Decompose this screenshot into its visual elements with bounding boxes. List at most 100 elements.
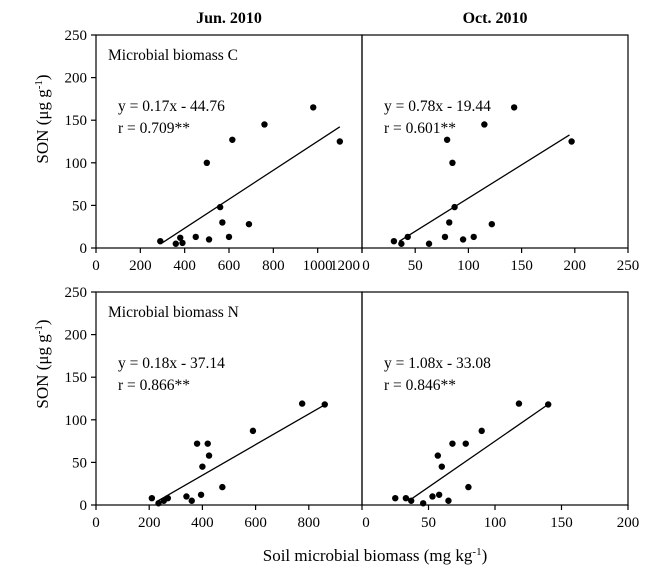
data-point	[515, 400, 523, 407]
data-point	[425, 240, 433, 247]
regression-equation: y = 0.78x - 19.44	[384, 98, 491, 115]
data-point	[408, 497, 415, 504]
regression-equation: y = 1.08x - 33.08	[384, 355, 491, 372]
data-point	[390, 237, 398, 245]
data-point	[459, 236, 467, 243]
data-point	[438, 463, 445, 470]
y-axis-title-bottom: SON (μg g-1)	[33, 319, 52, 408]
x-tick-label: 800	[298, 515, 321, 531]
data-point	[148, 494, 156, 502]
correlation-coefficient: r = 0.709**	[118, 120, 190, 137]
x-tick-label: 0	[92, 515, 100, 531]
data-point	[229, 136, 236, 143]
data-point	[446, 219, 453, 226]
regression-line	[162, 126, 341, 244]
x-tick-label: 0	[92, 258, 100, 274]
data-point	[404, 233, 411, 241]
data-point	[249, 427, 257, 435]
regression-line	[398, 134, 570, 242]
x-tick-label: 400	[191, 515, 214, 531]
x-tick-label: 800	[262, 258, 285, 274]
data-point	[465, 483, 472, 491]
data-point	[488, 220, 496, 228]
y-tick-label: 0	[80, 241, 88, 257]
data-point	[177, 234, 184, 241]
data-point	[441, 233, 449, 241]
data-point	[470, 233, 477, 241]
data-point	[392, 494, 399, 502]
correlation-coefficient: r = 0.601**	[384, 120, 456, 137]
data-point	[402, 494, 410, 502]
data-point	[419, 500, 427, 507]
data-point	[199, 463, 206, 470]
x-tick-label: 200	[138, 515, 161, 531]
data-point	[216, 203, 224, 211]
panel-2: Oct. 2010 0 50 100 150 200 250 y = 0.78x - 19.4…	[361, 10, 639, 274]
x-axis-title: Soil microbial biomass (mg kg-1)	[263, 546, 488, 565]
y-tick-label: 0	[80, 498, 88, 514]
x-tick-label: 600	[218, 258, 241, 274]
y-tick-label: 150	[65, 370, 88, 386]
data-point	[443, 136, 451, 143]
data-point	[434, 452, 442, 459]
y-axis-title-top: SON (μg g-1)	[33, 74, 52, 163]
data-point	[192, 233, 199, 241]
data-point	[183, 493, 190, 500]
data-point	[449, 159, 456, 166]
y-tick-label: 50	[72, 198, 87, 214]
x-tick-label: 1000	[303, 258, 333, 274]
y-tick-label: 200	[65, 328, 88, 344]
data-point	[193, 440, 201, 447]
data-point	[155, 500, 162, 507]
panel-frame	[95, 34, 363, 249]
data-point	[204, 440, 211, 447]
data-point	[481, 121, 488, 128]
panel-label: Microbial biomass N	[108, 304, 239, 321]
data-point	[245, 220, 253, 228]
panel-label: Microbial biomass C	[108, 47, 238, 64]
data-point	[462, 440, 469, 447]
data-point	[321, 401, 328, 408]
x-tick-label: 150	[510, 258, 533, 274]
data-point	[545, 401, 552, 408]
panel-frame	[95, 291, 363, 506]
y-tick-label: 150	[65, 113, 88, 129]
y-tick-label: 250	[65, 28, 88, 44]
data-point	[310, 104, 317, 111]
data-point	[510, 104, 518, 111]
x-tick-label: 0	[362, 515, 370, 531]
data-point	[157, 237, 164, 245]
panel-title: Oct. 2010	[463, 10, 528, 27]
y-tick-label: 200	[65, 71, 88, 87]
panel-title: Jun. 2010	[196, 10, 262, 27]
x-tick-label: 150	[550, 515, 573, 531]
data-point	[451, 203, 458, 211]
correlation-coefficient: r = 0.846**	[384, 377, 456, 394]
data-point	[429, 493, 436, 500]
data-point	[205, 236, 213, 243]
correlation-coefficient: r = 0.866**	[118, 377, 190, 394]
x-tick-label: 400	[173, 258, 196, 274]
data-point	[298, 400, 306, 407]
regression-equation: y = 0.18x - 37.14	[118, 355, 225, 372]
x-tick-label: 200	[129, 258, 152, 274]
data-point	[398, 240, 405, 247]
x-tick-label: 200	[564, 258, 587, 274]
y-tick-label: 100	[65, 156, 88, 172]
regression-equation: y = 0.17x - 44.76	[118, 98, 225, 115]
regression-line	[412, 403, 549, 499]
data-point	[205, 452, 213, 459]
y-tick-label: 50	[72, 455, 87, 471]
panel-frame	[361, 34, 629, 249]
data-point	[188, 497, 195, 504]
x-tick-label: 100	[484, 515, 507, 531]
panel-4: 0 50 100 150 200 y = 1.08x - 33.08 r = 0.846**	[361, 291, 639, 531]
data-point	[478, 427, 485, 435]
panel-3: 0 200 400 600 800 0 50 100 150 200 250 Microbial bi…	[65, 285, 363, 531]
x-tick-label: 50	[421, 515, 436, 531]
data-point	[445, 497, 452, 504]
y-tick-label: 250	[65, 285, 88, 301]
data-point	[261, 121, 268, 128]
data-point	[225, 233, 233, 241]
